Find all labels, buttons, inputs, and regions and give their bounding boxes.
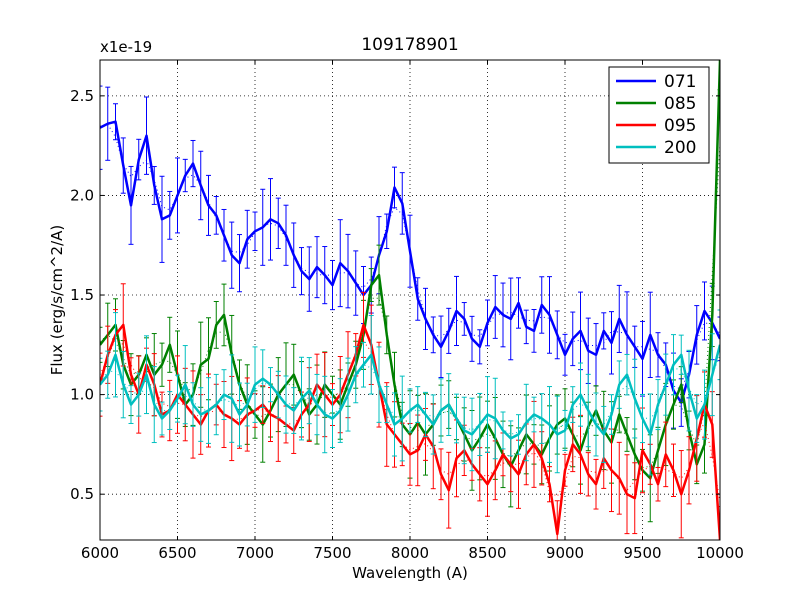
y-tick-label: 1.5 [70,286,94,304]
series-095-model-line [100,337,720,502]
series-071-line [100,120,720,404]
x-tick-label: 10000 [696,544,744,562]
legend-label-085: 085 [664,94,696,114]
series-095-line [100,323,720,540]
x-tick-label: 6000 [81,544,119,562]
axis-ticks: 6000 6500 7000 7500 8000 8500 9000 9500 10000 0.5… [70,60,744,562]
series-200 [100,309,720,476]
series-071 [100,85,720,429]
x-tick-label: 8000 [391,544,429,562]
x-tick-label: 6500 [158,544,196,562]
series-085-model-line [100,144,720,469]
x-tick-label: 9500 [623,544,661,562]
x-axis-label: Wavelength (A) [352,564,468,582]
y-scale-label: x1e-19 [100,38,152,56]
x-tick-label: 9000 [546,544,584,562]
x-tick-label: 7000 [236,544,274,562]
x-tick-label: 8500 [468,544,506,562]
y-tick-label: 2.5 [70,87,94,105]
legend-label-071: 071 [664,72,696,92]
y-tick-label: 1.0 [70,386,94,404]
y-axis-label: Flux (erg/s/cm^2/A) [48,225,66,376]
chart-title: 109178901 [361,35,458,55]
legend-label-095: 095 [664,116,696,136]
series-layer [100,60,720,540]
legend-label-200: 200 [664,138,696,158]
y-tick-label: 2.0 [70,186,94,204]
x-tick-label: 7500 [313,544,351,562]
y-tick-label: 0.5 [70,485,94,503]
series-200-line [100,344,720,440]
